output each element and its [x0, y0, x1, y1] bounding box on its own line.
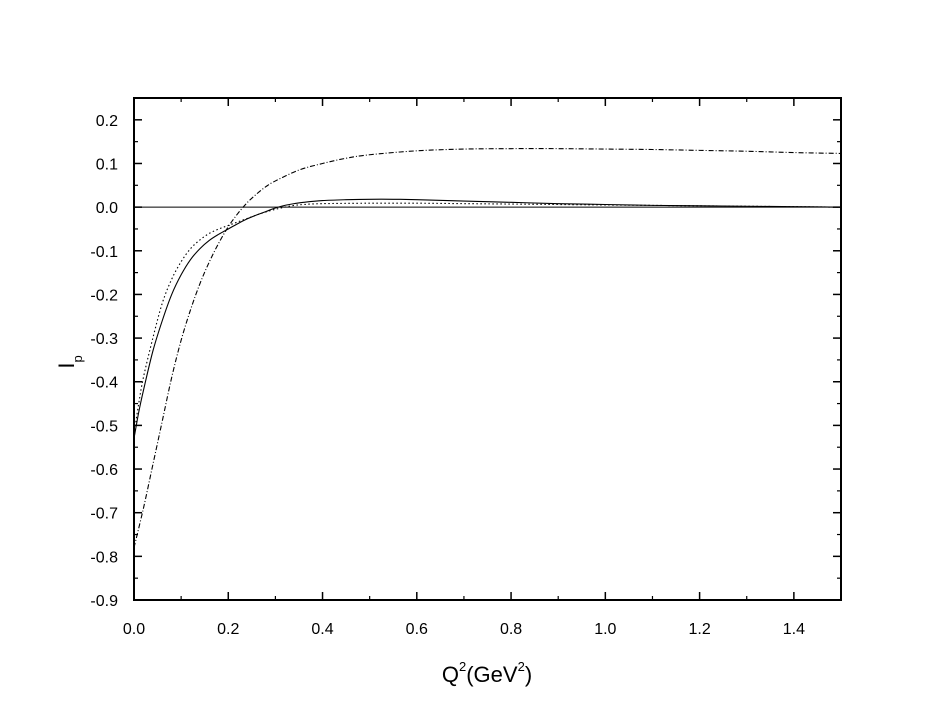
y-tick-label: -0.4	[90, 375, 118, 392]
x-tick-label: 0.8	[500, 621, 522, 638]
y-tick-label: -0.3	[90, 331, 118, 348]
series-line-solid	[133, 198, 842, 439]
plot-area	[133, 97, 842, 601]
y-axis-title: Ip	[54, 355, 85, 368]
axis-ticks	[133, 97, 841, 601]
x-axis-title-sup1: 2	[459, 659, 466, 674]
x-axis-title: Q2(GeV2)	[442, 659, 532, 687]
x-tick-label: 0.6	[406, 621, 428, 638]
y-axis-title-group: Ip	[54, 355, 85, 368]
y-tick-label: -0.5	[90, 418, 118, 435]
x-tick-label: 0.4	[311, 621, 333, 638]
x-tick-label: 1.4	[783, 621, 805, 638]
y-tick-label: -0.7	[90, 506, 118, 523]
y-tick-label: -0.6	[90, 462, 118, 479]
y-tick-label: 0.1	[96, 156, 118, 173]
x-axis-title-end: )	[525, 662, 532, 687]
tick-labels: 0.0 0.2 0.4 0.6 0.8 1.0 1.2 1.4 0.2 0.1 0.0 -0.1 -0.…	[90, 113, 805, 638]
y-tick-label: -0.8	[90, 549, 118, 566]
x-tick-label: 1.2	[688, 621, 710, 638]
y-tick-label: -0.1	[90, 244, 118, 261]
series-line-dash-dot	[133, 148, 842, 548]
x-axis-title-sup2: 2	[518, 659, 525, 674]
y-axis-title-base: I	[54, 363, 79, 369]
series-group	[133, 148, 842, 548]
x-axis-title-base: Q	[442, 662, 459, 687]
x-tick-label: 1.0	[594, 621, 616, 638]
x-tick-label: 0.0	[123, 621, 145, 638]
x-tick-label: 0.2	[217, 621, 239, 638]
x-axis-title-mid: (GeV	[466, 662, 518, 687]
y-axis-title-sub: p	[70, 355, 85, 362]
y-tick-label: -0.9	[90, 593, 118, 610]
y-tick-label: 0.2	[96, 113, 118, 130]
y-tick-label: 0.0	[96, 200, 118, 217]
y-tick-label: -0.2	[90, 287, 118, 304]
